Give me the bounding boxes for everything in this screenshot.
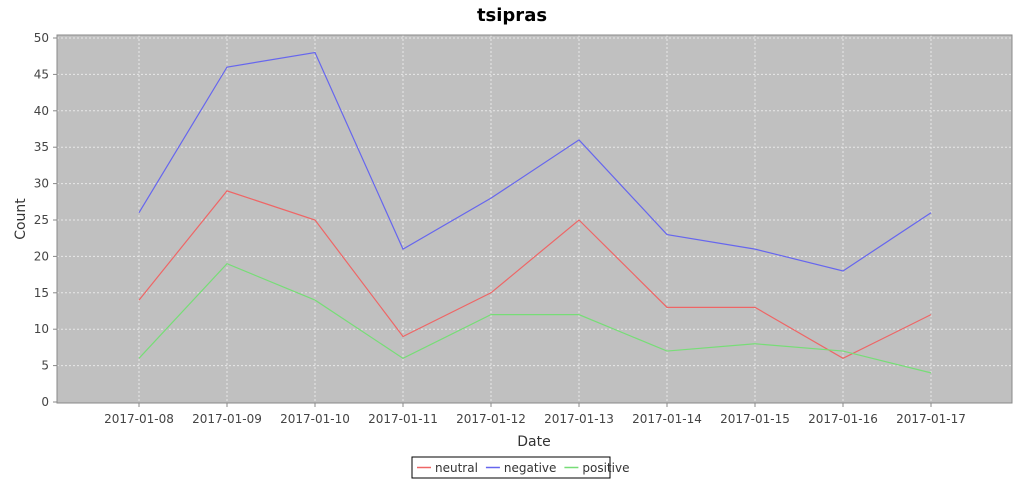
series-line-positive <box>138 262 932 374</box>
plot-area <box>57 35 1012 403</box>
y-tick-label: 20 <box>34 249 49 263</box>
x-axis-label: Date <box>517 434 550 450</box>
y-tick-label: 25 <box>34 213 49 227</box>
y-tick-label: 15 <box>34 286 49 300</box>
y-tick-label: 35 <box>34 140 49 154</box>
legend-label-negative: negative <box>504 461 556 475</box>
y-axis: 0 5 10 15 20 25 30 35 40 45 50 <box>34 31 57 409</box>
x-tick-label: 2017-01-13 <box>544 412 614 426</box>
x-tick-label: 2017-01-15 <box>720 412 790 426</box>
legend-label-neutral: neutral <box>435 461 478 475</box>
x-tick-label: 2017-01-16 <box>808 412 878 426</box>
series-line-neutral <box>138 190 932 360</box>
x-tick-label: 2017-01-10 <box>280 412 350 426</box>
legend-box <box>411 456 611 479</box>
y-tick-label: 45 <box>34 67 49 81</box>
y-tick-label: 10 <box>34 322 49 336</box>
y-tick-label: 50 <box>34 31 49 45</box>
plot-border <box>56 34 1013 404</box>
legend: neutral negative positive <box>411 456 629 479</box>
y-tick-label: 5 <box>41 359 49 373</box>
x-tick-label: 2017-01-14 <box>632 412 702 426</box>
x-axis: 2017-01-08 2017-01-09 2017-01-10 2017-01-11… <box>104 403 966 426</box>
x-tick-label: 2017-01-12 <box>456 412 526 426</box>
x-tick-label: 2017-01-17 <box>896 412 966 426</box>
series-line-negative <box>138 51 932 272</box>
chart-title: tsipras <box>477 5 547 26</box>
y-tick-label: 0 <box>41 395 49 409</box>
y-tick-label: 30 <box>34 177 49 191</box>
x-tick-label: 2017-01-11 <box>368 412 438 426</box>
x-tick-label: 2017-01-08 <box>104 412 174 426</box>
y-axis-label: Count <box>13 198 29 240</box>
y-tick-label: 40 <box>34 104 49 118</box>
series-lines <box>138 51 932 374</box>
legend-label-positive: positive <box>582 461 629 475</box>
x-tick-label: 2017-01-09 <box>192 412 262 426</box>
